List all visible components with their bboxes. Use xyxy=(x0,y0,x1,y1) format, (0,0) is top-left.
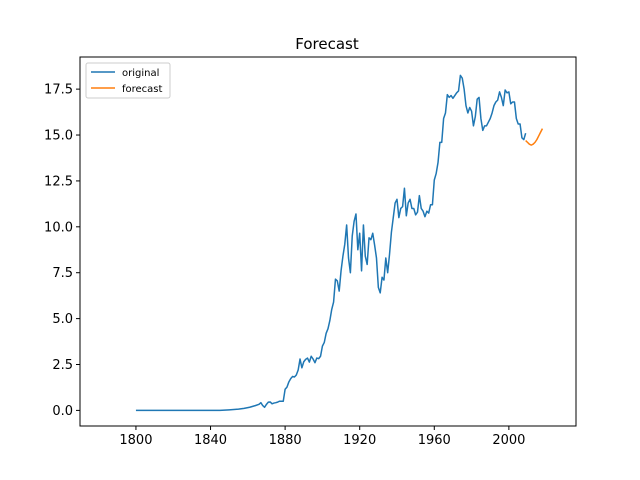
x-tick-label: 1880 xyxy=(269,433,302,448)
legend-label-original: original xyxy=(122,68,159,79)
y-tick-label: 12.5 xyxy=(44,174,73,189)
series-layer xyxy=(135,74,544,412)
series-line-original xyxy=(135,74,527,412)
y-tick-label: 2.5 xyxy=(52,358,73,373)
x-tick-label: 1840 xyxy=(194,433,227,448)
chart-title: Forecast xyxy=(295,35,359,53)
x-axis: 1800 1840 1880 1920 1960 2000 xyxy=(119,426,525,448)
x-tick-label: 2000 xyxy=(492,433,525,448)
x-tick-label: 1960 xyxy=(418,433,451,448)
y-tick-label: 7.5 xyxy=(52,266,73,281)
x-tick-label: 1800 xyxy=(119,433,152,448)
legend: original forecast xyxy=(85,62,171,99)
y-tick-label: 10.0 xyxy=(44,220,73,235)
x-tick-label: 1920 xyxy=(343,433,376,448)
y-tick-label: 15.0 xyxy=(44,129,73,144)
y-tick-label: 0.0 xyxy=(52,404,73,419)
y-tick-label: 17.5 xyxy=(44,83,73,98)
plot-frame xyxy=(79,56,577,427)
legend-label-forecast: forecast xyxy=(122,84,163,95)
y-axis: 0.0 2.5 5.0 7.5 10.0 12.5 15.0 17.5 xyxy=(44,83,80,419)
series-line-forecast xyxy=(525,128,544,146)
y-tick-label: 5.0 xyxy=(52,312,73,327)
